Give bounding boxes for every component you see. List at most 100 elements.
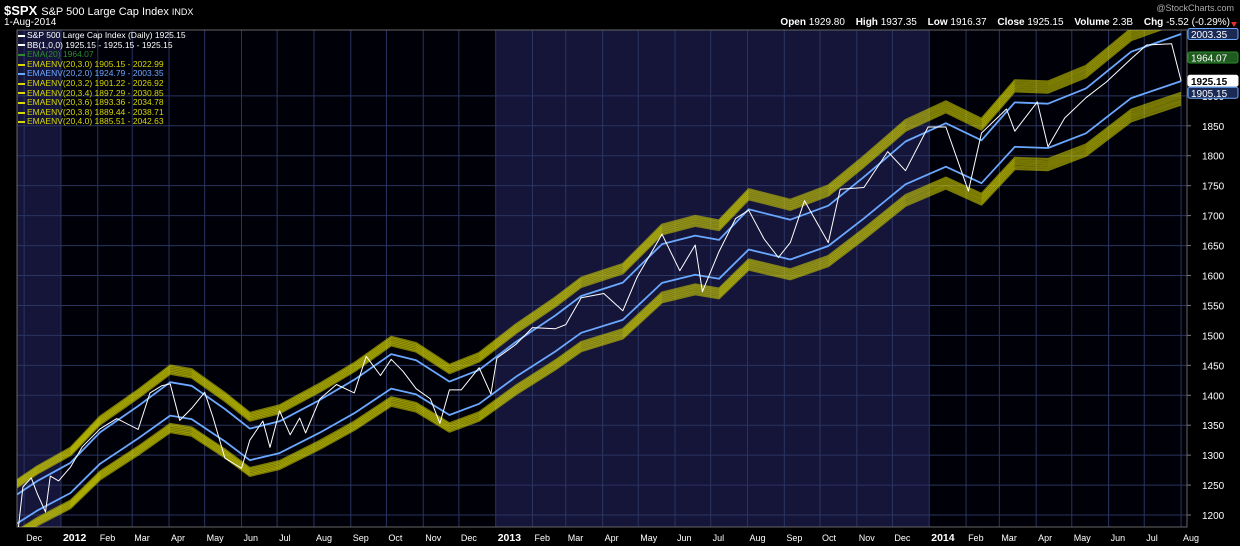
x-tick-label: 2012 [63,532,87,544]
legend-swatch [18,92,25,95]
change-down-icon [1231,22,1237,27]
x-tick-label: Sep [786,533,802,543]
price-label-tag [1187,27,1239,40]
legend-text: EMA(20) 1964.07 [27,49,94,60]
y-tick-label: 1850 [1202,122,1225,133]
open-label: Open [780,17,806,28]
legend-text: EMAENV(20,2.0) 1924.79 - 2003.35 [27,68,164,79]
x-tick-label: Oct [822,533,837,543]
legend-text: EMAENV(20,3.2) 1901.22 - 2026.92 [27,77,164,88]
change-value: -5.52 (-0.29%) [1166,17,1230,28]
x-tick-label: Mar [568,533,584,543]
legend-text: EMAENV(20,4.0) 1885.51 - 2042.63 [27,116,164,127]
x-tick-label: Sep [353,533,369,543]
x-tick-label: May [207,533,225,543]
lower-envelope-line [23,94,1182,527]
lower-envelope-line [25,96,1182,527]
y-tick-label: 1400 [1202,391,1225,402]
x-tick-label: May [640,533,658,543]
plot-series [17,30,1182,527]
legend-swatch [18,121,25,124]
legend-item: EMAENV(20,3.2) 1901.22 - 2026.92 [18,77,186,89]
exchange-label: INDX [171,7,194,17]
upper-envelope-line [17,30,1157,487]
chart-legend: S&P 500 Large Cap Index (Daily) 1925.15 … [18,30,186,127]
chart-header: $SPX S&P 500 Large Cap Index INDX 1-Aug-20… [0,0,1240,30]
x-tick-label: Mar [134,533,150,543]
x-tick-label: Nov [859,533,876,543]
legend-item: EMAENV(20,3.4) 1897.29 - 2030.85 [18,88,186,99]
x-tick-label: 2013 [498,532,522,544]
lower-envelope-line [30,101,1182,527]
close-value: 1925.15 [1027,17,1064,28]
y-tick-label: 1750 [1202,182,1225,193]
y-tick-label: 1600 [1202,272,1225,283]
legend-swatch [18,82,25,85]
symbol-title: $SPX S&P 500 Large Cap Index INDX [4,3,193,18]
x-tick-label: Mar [1001,533,1017,543]
low-label: Low [927,17,948,28]
legend-swatch [18,101,25,104]
y-tick-label: 1550 [1202,301,1225,312]
chart-date: 1-Aug-2014 [4,17,57,28]
y-tick-label: 1500 [1202,331,1225,342]
y-tick-label: 1450 [1202,361,1225,372]
x-tick-label: Feb [968,533,984,543]
legend-text: EMAENV(20,3.6) 1893.36 - 2034.78 [27,97,164,108]
x-tick-label: Apr [1038,533,1052,543]
legend-item: S&P 500 Large Cap Index (Daily) 1925.15 [18,30,186,41]
upper-envelope-line [17,30,1144,484]
index-name: S&P 500 Large Cap Index [41,6,169,18]
x-tick-label: Aug [750,533,766,543]
change-label: Chg [1143,17,1164,28]
legend-swatch [18,73,25,76]
close-label: Close [997,17,1025,28]
upper-envelope-line [17,30,1150,486]
x-tick-label: Dec [461,533,478,543]
x-tick-label: 2014 [931,532,955,544]
x-tick-label: Dec [894,533,911,543]
x-tick-label: Jul [713,533,725,543]
upper-envelope-line [17,30,1132,482]
plot-border [16,29,1188,528]
price-line [17,43,1182,527]
x-tick-label: Jul [1146,533,1158,543]
volume-value: 2.3B [1112,17,1134,28]
open-value: 1929.80 [808,17,845,28]
legend-item: EMA(20) 1964.07 [18,49,186,60]
y-tick-label: 1250 [1202,481,1225,492]
x-tick-label: Jun [1111,533,1126,543]
x-tick-label: Apr [171,533,185,543]
y-tick-label: 1300 [1202,451,1225,462]
legend-text: BB(1,0,0) 1925.15 - 1925.15 - 1925.15 [27,39,173,50]
price-label-tag [1187,86,1239,99]
upper-envelope-line [17,30,1137,483]
y-tick-label: 1200 [1202,511,1225,522]
x-tick-label: Jun [243,533,258,543]
ohlc-readout: Open 1929.80 High 1937.35 Low 1916.37 Cl… [780,17,1230,28]
y-tick-label: 1700 [1202,212,1225,223]
lower-blue-envelope-line [17,80,1182,525]
x-tick-label: Aug [1183,533,1199,543]
legend-item: EMAENV(20,3.6) 1893.36 - 2034.78 [18,97,186,108]
y-tick-label: 1350 [1202,421,1225,432]
lower-envelope-line [20,91,1182,527]
legend-swatch [18,44,25,47]
x-tick-label: May [1074,533,1092,543]
x-tick-label: Feb [535,533,551,543]
x-tick-label: Dec [26,533,43,543]
lower-envelope-line [32,103,1182,527]
y-tick-label: 1800 [1202,152,1225,163]
legend-swatch [18,53,25,56]
price-label-text: 1905.15 [1191,89,1228,100]
high-label: High [855,17,878,28]
price-label-tag [1187,74,1239,87]
x-tick-label: Jul [279,533,291,543]
legend-swatch [18,63,25,66]
upper-blue-envelope-line [17,33,1182,496]
legend-item: EMAENV(20,2.0) 1924.79 - 2003.35 [18,69,186,79]
price-label-text: 1964.07 [1191,54,1228,65]
x-tick-label: Apr [605,533,619,543]
legend-item: EMAENV(20,4.0) 1885.51 - 2042.63 [18,117,186,127]
